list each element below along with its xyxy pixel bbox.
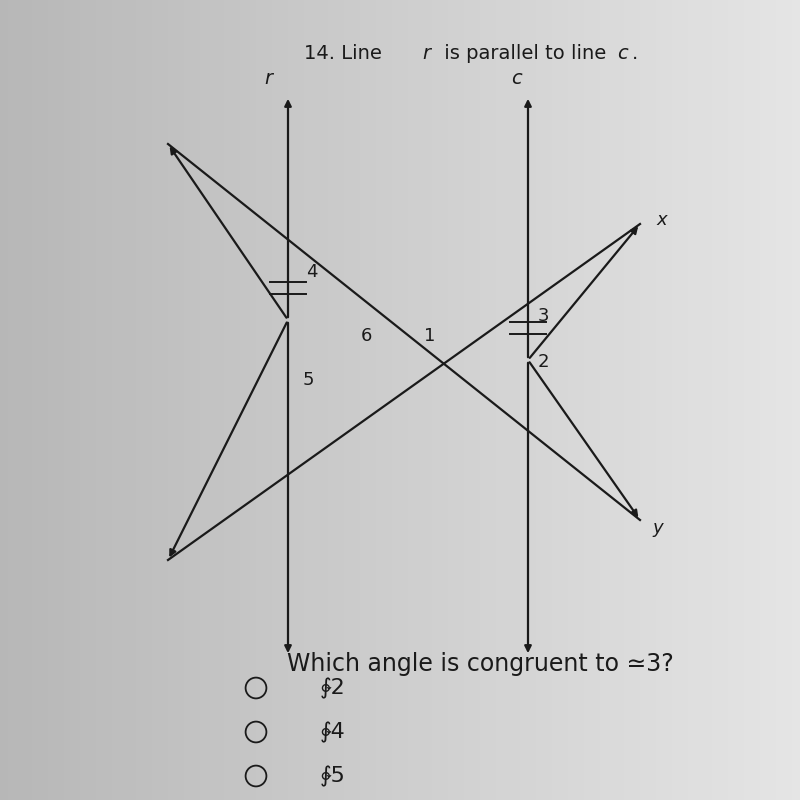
Text: 3: 3	[538, 307, 549, 325]
Text: ∲2: ∲2	[320, 678, 346, 698]
Text: 5: 5	[302, 371, 314, 389]
Text: 1: 1	[424, 327, 435, 345]
Text: r: r	[264, 69, 272, 88]
Text: c: c	[510, 69, 522, 88]
Text: ∲5: ∲5	[320, 766, 346, 786]
Text: Which angle is congruent to ≃3?: Which angle is congruent to ≃3?	[286, 652, 674, 676]
Text: 2: 2	[538, 353, 549, 370]
Text: .: .	[632, 44, 638, 63]
Text: is parallel to line: is parallel to line	[438, 44, 613, 63]
Text: 4: 4	[306, 263, 317, 281]
Text: 6: 6	[361, 327, 372, 345]
Text: y: y	[652, 519, 662, 537]
Text: x: x	[656, 211, 666, 229]
Text: 14. Line: 14. Line	[304, 44, 388, 63]
Text: ∲4: ∲4	[320, 722, 346, 742]
Text: c: c	[618, 44, 628, 63]
Text: r: r	[422, 44, 430, 63]
